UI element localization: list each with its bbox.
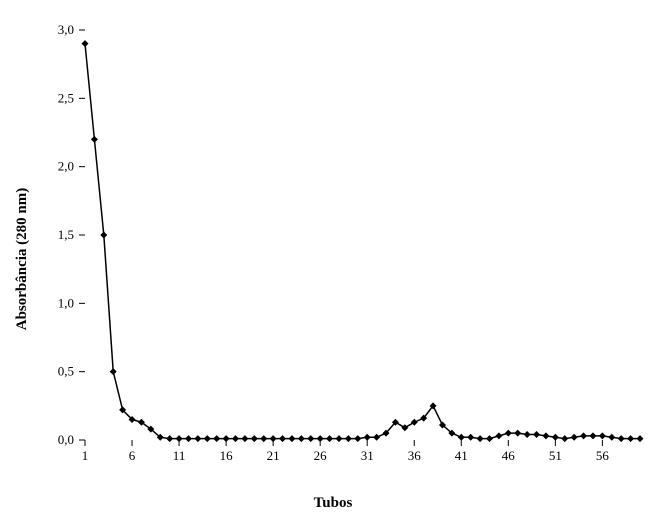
chart-svg: 0,00,51,01,52,02,53,01611162126313641465… [0,0,666,518]
x-tick-label: 51 [549,448,562,463]
x-tick-label: 11 [173,448,186,463]
y-tick-label: 1,0 [58,295,74,310]
x-tick-label: 6 [129,448,136,463]
x-tick-label: 26 [314,448,328,463]
x-axis-label: Tubos [314,495,353,512]
x-tick-label: 1 [82,448,89,463]
line-chart: 0,00,51,01,52,02,53,01611162126313641465… [0,0,666,518]
x-tick-label: 21 [267,448,280,463]
y-tick-label: 2,5 [58,90,74,105]
y-axis-label: Absorbância (280 nm) [14,188,31,331]
y-tick-label: 1,5 [58,227,74,242]
x-tick-label: 36 [408,448,422,463]
y-tick-label: 2,0 [58,159,74,174]
x-tick-label: 56 [596,448,610,463]
x-tick-label: 16 [220,448,234,463]
x-tick-label: 41 [455,448,468,463]
x-tick-label: 31 [361,448,374,463]
y-tick-label: 3,0 [58,22,74,37]
y-tick-label: 0,5 [58,364,74,379]
y-tick-label: 0,0 [58,432,74,447]
x-tick-label: 46 [502,448,516,463]
